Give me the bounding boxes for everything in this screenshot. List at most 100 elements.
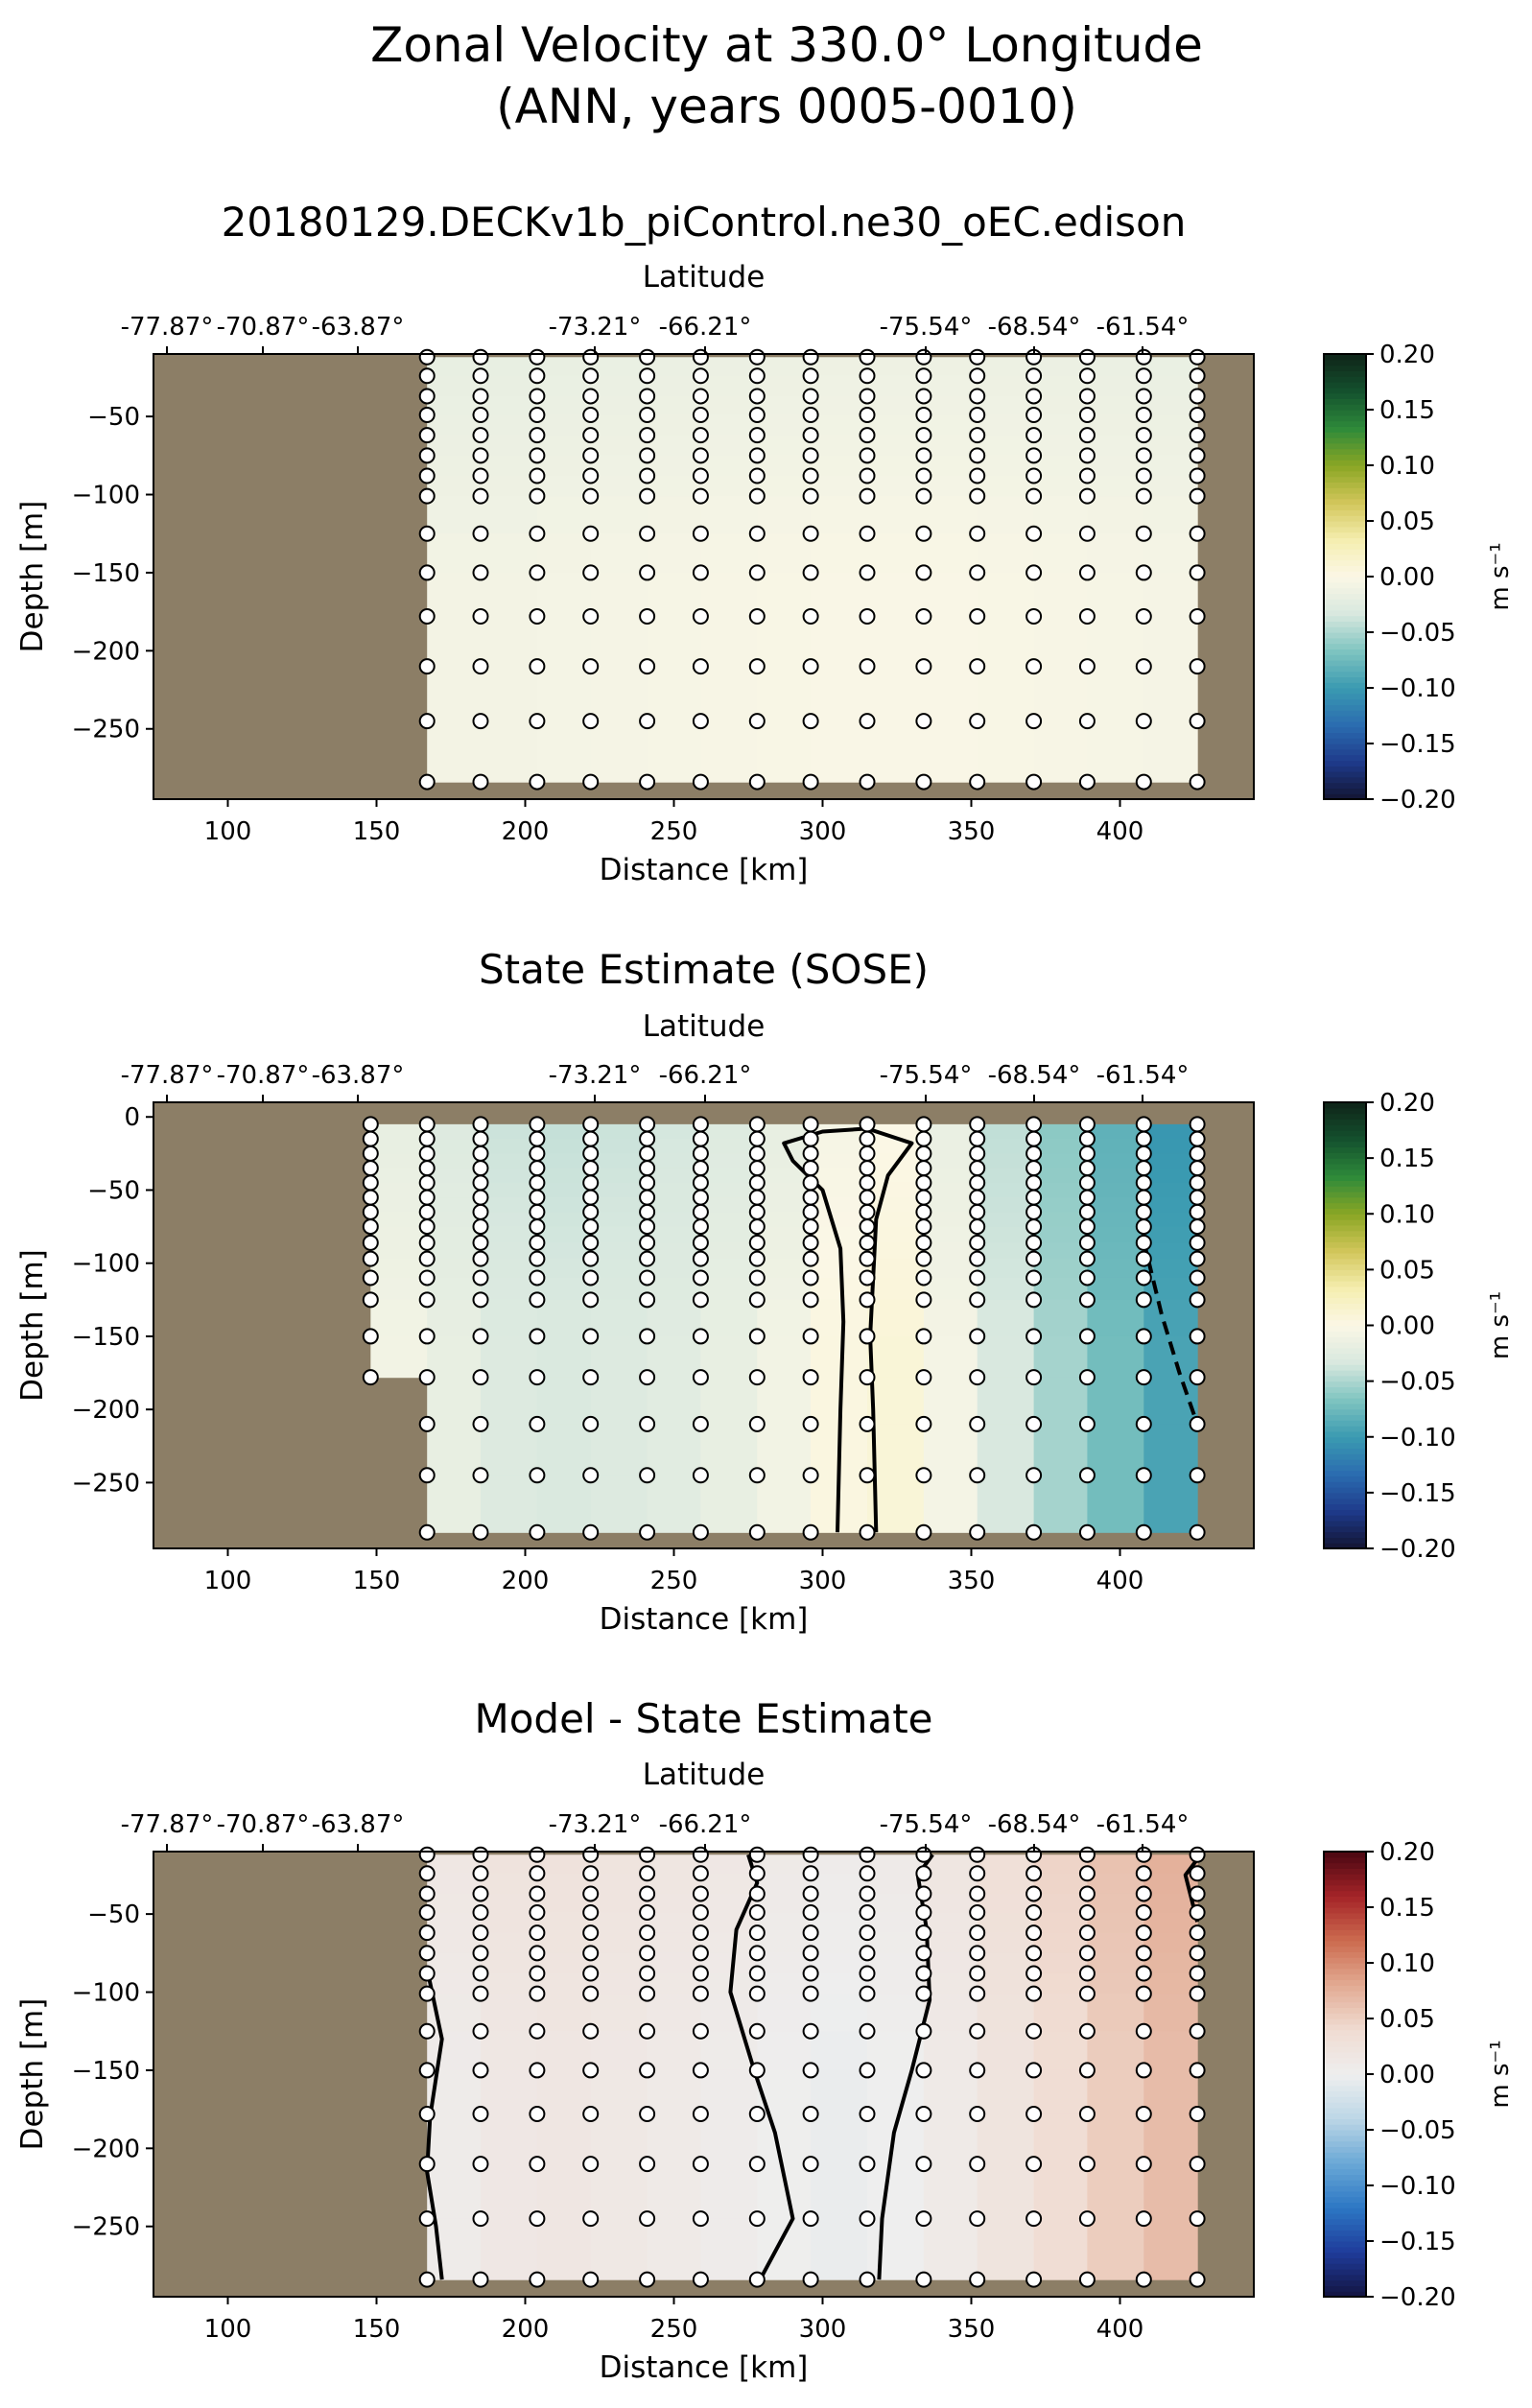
ocean-cell	[1143, 1182, 1198, 1198]
ocean-cell	[481, 1212, 538, 1228]
ocean-cell	[700, 1932, 758, 1954]
station-marker	[418, 367, 436, 385]
station-marker	[859, 564, 876, 581]
ocean-cell	[590, 375, 648, 397]
station-marker	[1189, 1250, 1206, 1267]
ocean-cell	[923, 533, 978, 574]
panel-title: Model - State Estimate	[475, 1695, 933, 1742]
station-marker	[692, 1467, 709, 1484]
colorbar-segment	[1324, 2090, 1366, 2097]
ocean-cell	[811, 1168, 868, 1184]
panel-2: State Estimate (SOSE)100 150 200 250 300 350 4…	[15, 946, 1515, 1637]
station-marker	[418, 1885, 436, 1902]
colorbar-segment	[1324, 2113, 1366, 2119]
station-marker	[1135, 1903, 1152, 1921]
ocean-cell	[1143, 455, 1198, 477]
station-marker	[472, 427, 489, 444]
station-marker	[1078, 1985, 1096, 2002]
ocean-cell	[481, 1299, 538, 1337]
colorbar-segment	[1324, 1119, 1366, 1125]
ocean-cell	[867, 1424, 925, 1476]
ocean-cell	[977, 720, 1035, 783]
colorbar-segment	[1324, 1180, 1366, 1187]
station-marker	[1135, 447, 1152, 464]
station-marker	[915, 1369, 932, 1386]
station-marker	[1135, 1846, 1152, 1863]
station-marker	[1025, 1985, 1043, 2002]
ocean-cell	[700, 435, 758, 457]
colorbar-segment	[1324, 1124, 1366, 1131]
station-marker	[1135, 1865, 1152, 1882]
station-marker	[639, 1846, 656, 1863]
colorbar-tick-label: 0.10	[1379, 1200, 1435, 1229]
ocean-cell	[1087, 414, 1144, 437]
ocean-cell	[370, 1123, 428, 1140]
station-marker	[1025, 2271, 1043, 2288]
station-marker	[529, 1116, 546, 1133]
station-marker	[1025, 1924, 1043, 1942]
station-marker	[1189, 1903, 1206, 1921]
ocean-cell	[923, 1153, 978, 1169]
ocean-cell	[1033, 395, 1088, 416]
ocean-cell	[811, 455, 868, 477]
station-marker	[472, 2210, 489, 2228]
ocean-cell	[647, 1952, 701, 1974]
ocean-cell	[1033, 1994, 1088, 2032]
station-marker	[802, 2210, 819, 2228]
station-marker	[1189, 1328, 1206, 1345]
colorbar-segment	[1324, 793, 1366, 800]
station-marker	[418, 1174, 436, 1192]
station-marker	[639, 1116, 656, 1133]
station-marker	[859, 1130, 876, 1147]
ocean-cell	[590, 414, 648, 437]
station-marker	[802, 1203, 819, 1220]
station-marker	[802, 1965, 819, 1982]
station-marker	[1189, 564, 1206, 581]
ocean-cell	[867, 496, 925, 534]
ocean-cell	[647, 375, 701, 397]
ocean-cell	[427, 533, 482, 574]
colorbar-segment	[1324, 2057, 1366, 2064]
station-marker	[1078, 1415, 1096, 1432]
colorbar-segment	[1324, 2168, 1366, 2175]
station-marker	[748, 1269, 766, 1287]
ocean-cell	[867, 1932, 925, 1954]
colorbar-segment	[1324, 1890, 1366, 1897]
colorbar-segment	[1324, 2023, 1366, 2031]
ocean-cell	[977, 1168, 1035, 1184]
station-marker	[748, 1965, 766, 1982]
colorbar-segment	[1324, 744, 1366, 750]
station-marker	[529, 2210, 546, 2228]
ocean-cell	[1033, 1168, 1088, 1184]
ocean-cell	[1143, 1424, 1198, 1476]
colorbar-segment	[1324, 2180, 1366, 2186]
ocean-cell	[481, 1259, 538, 1279]
colorbar-segment	[1324, 565, 1366, 572]
top-tick-label: -77.87°	[121, 1810, 214, 1839]
station-marker	[802, 608, 819, 626]
station-marker	[639, 1985, 656, 2002]
station-marker	[1025, 1160, 1043, 1177]
station-marker	[472, 2106, 489, 2123]
ocean-cell	[1033, 1873, 1088, 1895]
colorbar-segment	[1324, 748, 1366, 756]
station-marker	[529, 1328, 546, 1345]
colorbar-segment	[1324, 387, 1366, 394]
station-marker	[748, 1903, 766, 1921]
ocean-cell	[757, 1182, 812, 1198]
station-marker	[582, 525, 600, 542]
top-tick-label: -68.54°	[988, 1061, 1081, 1090]
station-marker	[969, 1145, 986, 1162]
x-axis-label: Distance [km]	[600, 853, 809, 887]
ocean-cell	[427, 496, 482, 534]
station-marker	[418, 1965, 436, 1982]
colorbar-segment	[1324, 2230, 1366, 2236]
ocean-cell	[1087, 1168, 1144, 1184]
ocean-cell	[1143, 1854, 1198, 1875]
station-marker	[1189, 487, 1206, 505]
station-marker	[915, 2062, 932, 2079]
station-marker	[362, 1174, 379, 1192]
ocean-cell	[536, 720, 592, 783]
ocean-cell	[1087, 1912, 1144, 1934]
ocean-cell	[1087, 616, 1144, 668]
